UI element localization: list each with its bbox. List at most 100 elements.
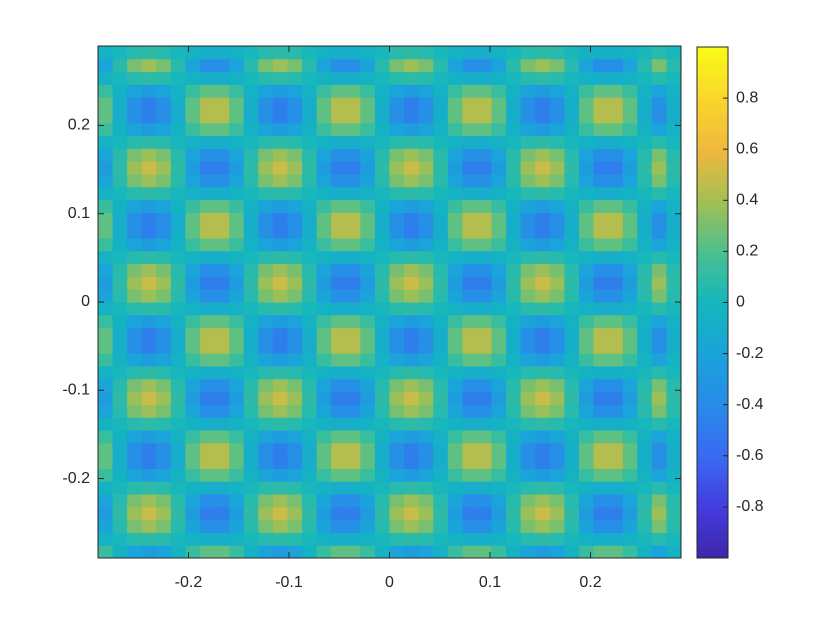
heatmap-cell <box>258 174 274 188</box>
colorbar-swatch <box>697 534 728 539</box>
heatmap-cell <box>156 212 172 226</box>
heatmap-cell <box>564 366 580 380</box>
heatmap-cell <box>666 378 682 393</box>
heatmap-cell <box>535 532 551 546</box>
heatmap-cell <box>316 161 332 175</box>
heatmap-cell <box>564 532 580 546</box>
heatmap-cell <box>447 327 463 341</box>
heatmap-cell <box>272 84 288 98</box>
heatmap-cell <box>433 340 449 354</box>
y-tick-label: 0.2 <box>68 117 90 134</box>
heatmap-cell <box>243 442 259 457</box>
heatmap-cell <box>243 199 259 213</box>
heatmap-cell <box>156 263 172 277</box>
heatmap-cell <box>506 225 522 239</box>
heatmap-cell <box>520 353 536 367</box>
heatmap-cell <box>535 276 551 290</box>
heatmap-cell <box>200 46 216 60</box>
heatmap-cell <box>258 122 274 137</box>
heatmap-cell <box>127 481 143 495</box>
heatmap-cell <box>564 238 580 252</box>
heatmap-cell <box>666 186 682 201</box>
heatmap-cell <box>170 468 186 482</box>
heatmap-cell <box>433 135 449 149</box>
heatmap-cell <box>316 314 332 329</box>
heatmap-cell <box>112 468 128 482</box>
heatmap-cell <box>345 314 361 329</box>
heatmap-cell <box>331 263 347 277</box>
heatmap-cell <box>666 161 682 175</box>
heatmap-cell <box>608 494 624 508</box>
heatmap-cell <box>418 135 434 149</box>
colorbar-swatch <box>697 526 728 531</box>
heatmap-cell <box>345 122 361 137</box>
heatmap-cell <box>666 135 682 149</box>
heatmap-cell <box>608 58 624 73</box>
heatmap-cell <box>287 532 303 546</box>
heatmap-cell <box>637 212 653 226</box>
heatmap-cell <box>535 148 551 162</box>
heatmap-cell <box>637 161 653 175</box>
heatmap-cell <box>170 314 186 329</box>
heatmap-cell <box>447 494 463 508</box>
heatmap-cell <box>360 122 376 137</box>
heatmap-cell <box>287 212 303 226</box>
colorbar-swatch <box>697 302 728 307</box>
heatmap-cell <box>418 353 434 367</box>
heatmap-cell <box>302 314 318 329</box>
heatmap-cell <box>549 417 565 431</box>
heatmap-cell <box>389 430 405 444</box>
heatmap-cell <box>214 302 230 316</box>
heatmap-cell <box>462 148 478 162</box>
heatmap-cell <box>214 263 230 277</box>
heatmap-cell <box>287 46 303 60</box>
heatmap-cell <box>593 161 609 175</box>
heatmap-cell <box>476 340 493 354</box>
heatmap-cell <box>127 135 143 149</box>
heatmap-cell <box>389 545 405 559</box>
heatmap-cell <box>608 225 624 239</box>
heatmap-cell <box>170 174 186 188</box>
heatmap-cell <box>331 519 347 533</box>
heatmap-cell <box>447 212 463 226</box>
heatmap-cell <box>316 46 332 60</box>
heatmap-cell <box>418 314 434 329</box>
heatmap-cell <box>156 302 172 316</box>
heatmap-cell <box>170 276 186 290</box>
heatmap-cell <box>476 404 493 418</box>
heatmap-cell <box>229 97 245 111</box>
heatmap-cell <box>666 494 682 508</box>
heatmap-cell <box>637 135 653 149</box>
heatmap-cell <box>564 58 580 73</box>
heatmap-cell <box>433 238 449 252</box>
heatmap-cell <box>185 404 201 418</box>
heatmap-cell <box>447 110 463 124</box>
heatmap-cell <box>593 314 609 329</box>
heatmap-cell <box>578 519 595 533</box>
heatmap-cell <box>666 122 682 137</box>
heatmap-cell <box>491 250 507 265</box>
heatmap-cell <box>156 186 172 201</box>
heatmap-cell <box>272 481 288 495</box>
colorbar-tick-label: 0.2 <box>736 243 758 260</box>
heatmap-cell <box>287 225 303 239</box>
heatmap-cell <box>331 122 347 137</box>
heatmap-cell <box>564 250 580 265</box>
heatmap-cell <box>476 289 493 303</box>
heatmap-cell <box>229 353 245 367</box>
heatmap-cell <box>112 122 128 137</box>
heatmap-cell <box>564 135 580 149</box>
heatmap-cell <box>156 135 172 149</box>
heatmap-cell <box>637 225 653 239</box>
heatmap-cell <box>243 71 259 85</box>
heatmap-cell <box>564 314 580 329</box>
colorbar-swatch <box>697 82 728 88</box>
heatmap-cell <box>185 545 201 559</box>
heatmap-cell <box>141 494 157 508</box>
heatmap-cell <box>302 494 318 508</box>
heatmap-cell <box>447 430 463 444</box>
heatmap-cell <box>156 174 172 188</box>
heatmap-cell <box>651 340 667 354</box>
heatmap-cell <box>593 340 609 354</box>
heatmap-cell <box>185 468 201 482</box>
